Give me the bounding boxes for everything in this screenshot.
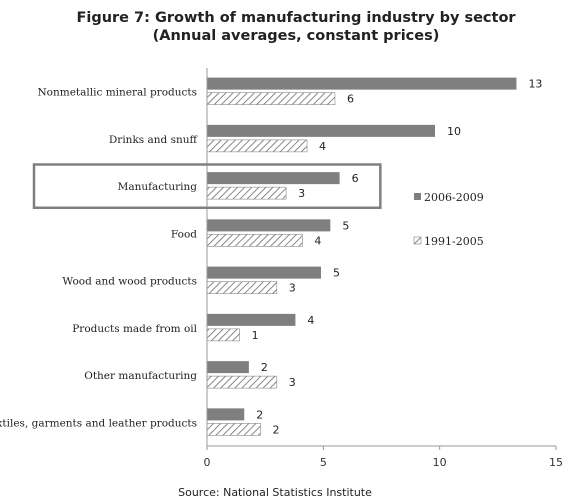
data-label-1991-2005-nonmetallic-mineral-products: 6 — [347, 93, 354, 106]
bar-1991-2005-other-manufacturing — [206, 375, 278, 389]
data-label-1991-2005-drinks-and-snuff: 4 — [319, 140, 326, 153]
legend: 2006-2009 1991-2005 — [413, 191, 484, 248]
bar-1991-2005-food — [206, 234, 303, 247]
chart-subtitle: (Annual averages, constant prices) — [153, 28, 440, 44]
bar-1991-2005-textiles-garments-and-leather-products — [206, 423, 261, 436]
data-label-1991-2005-other-manufacturing: 3 — [289, 376, 296, 389]
category-labels: Nonmetallic mineral products Drinks and s… — [0, 87, 199, 430]
highlight-box — [32, 163, 382, 209]
x-tick-label-5: 5 — [320, 456, 327, 469]
data-label-1991-2005-manufacturing: 3 — [298, 187, 305, 200]
bar-2006-2009-food — [207, 219, 331, 232]
bar-2006-2009-wood-and-wood-products — [207, 266, 322, 279]
data-label-2006-2009-products-made-from-oil: 4 — [307, 314, 314, 327]
data-label-1991-2005-textiles-garments-and-leather-products: 2 — [273, 423, 280, 436]
bar-2006-2009-other-manufacturing — [207, 361, 249, 374]
category-label-nonmetallic-mineral-products: Nonmetallic mineral products — [37, 87, 197, 99]
legend-swatch-2006-2009 — [414, 193, 421, 200]
category-label-textiles-garments-and-leather-products: Textiles, garments and leather products — [0, 417, 197, 429]
legend-swatch-1991-2005 — [413, 236, 422, 245]
bar-1991-2005-wood-and-wood-products — [206, 281, 278, 294]
legend-label-2006-2009: 2006-2009 — [424, 191, 484, 204]
category-label-wood-and-wood-products: Wood and wood products — [62, 276, 197, 288]
category-label-products-made-from-oil: Products made from oil — [72, 323, 197, 335]
source-note: Source: National Statistics Institute — [178, 486, 372, 499]
data-label-2006-2009-manufacturing: 6 — [352, 172, 359, 185]
data-label-2006-2009-drinks-and-snuff: 10 — [447, 125, 461, 138]
category-label-other-manufacturing: Other manufacturing — [84, 370, 197, 382]
bar-2006-2009-textiles-garments-and-leather-products — [207, 408, 245, 421]
bar-1991-2005-products-made-from-oil — [206, 328, 240, 342]
bar-2006-2009-nonmetallic-mineral-products — [207, 77, 517, 90]
category-label-food: Food — [171, 228, 197, 240]
data-label-2006-2009-wood-and-wood-products: 5 — [333, 267, 340, 280]
data-label-2006-2009-other-manufacturing: 2 — [261, 361, 268, 374]
data-label-1991-2005-wood-and-wood-products: 3 — [289, 282, 296, 295]
legend-label-1991-2005: 1991-2005 — [424, 235, 484, 248]
bar-2006-2009-drinks-and-snuff — [207, 124, 436, 137]
x-tick-label-0: 0 — [204, 456, 211, 469]
bar-2006-2009-products-made-from-oil — [207, 313, 296, 326]
bar-1991-2005-manufacturing — [206, 186, 287, 200]
bar-2006-2009-manufacturing — [207, 172, 340, 185]
data-label-2006-2009-food: 5 — [342, 219, 349, 232]
data-label-1991-2005-products-made-from-oil: 1 — [252, 329, 259, 342]
x-tick-label-15: 15 — [549, 456, 563, 469]
data-label-1991-2005-food: 4 — [314, 234, 321, 247]
x-axis-ticks: 0 5 10 15 — [204, 446, 563, 469]
data-label-2006-2009-nonmetallic-mineral-products: 13 — [528, 78, 542, 91]
category-label-manufacturing: Manufacturing — [118, 181, 198, 193]
bars-group — [206, 77, 517, 436]
x-tick-label-10: 10 — [433, 456, 447, 469]
category-label-drinks-and-snuff: Drinks and snuff — [109, 134, 199, 146]
chart-title: Figure 7: Growth of manufacturing indust… — [76, 10, 516, 26]
bar-1991-2005-nonmetallic-mineral-products — [206, 92, 336, 105]
bar-1991-2005-drinks-and-snuff — [206, 139, 308, 153]
data-label-2006-2009-textiles-garments-and-leather-products: 2 — [256, 408, 263, 421]
